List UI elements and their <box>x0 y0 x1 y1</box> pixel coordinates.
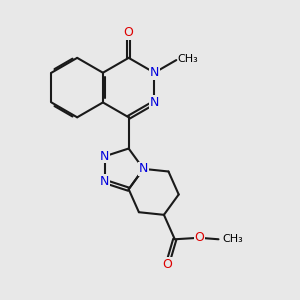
Text: CH₃: CH₃ <box>178 54 199 64</box>
Text: N: N <box>150 96 159 109</box>
Text: N: N <box>139 162 148 176</box>
Text: CH₃: CH₃ <box>222 234 243 244</box>
Text: N: N <box>150 66 159 79</box>
Text: N: N <box>100 175 110 188</box>
Text: O: O <box>194 231 204 244</box>
Text: N: N <box>100 150 110 163</box>
Text: O: O <box>162 258 172 271</box>
Text: O: O <box>124 26 134 39</box>
